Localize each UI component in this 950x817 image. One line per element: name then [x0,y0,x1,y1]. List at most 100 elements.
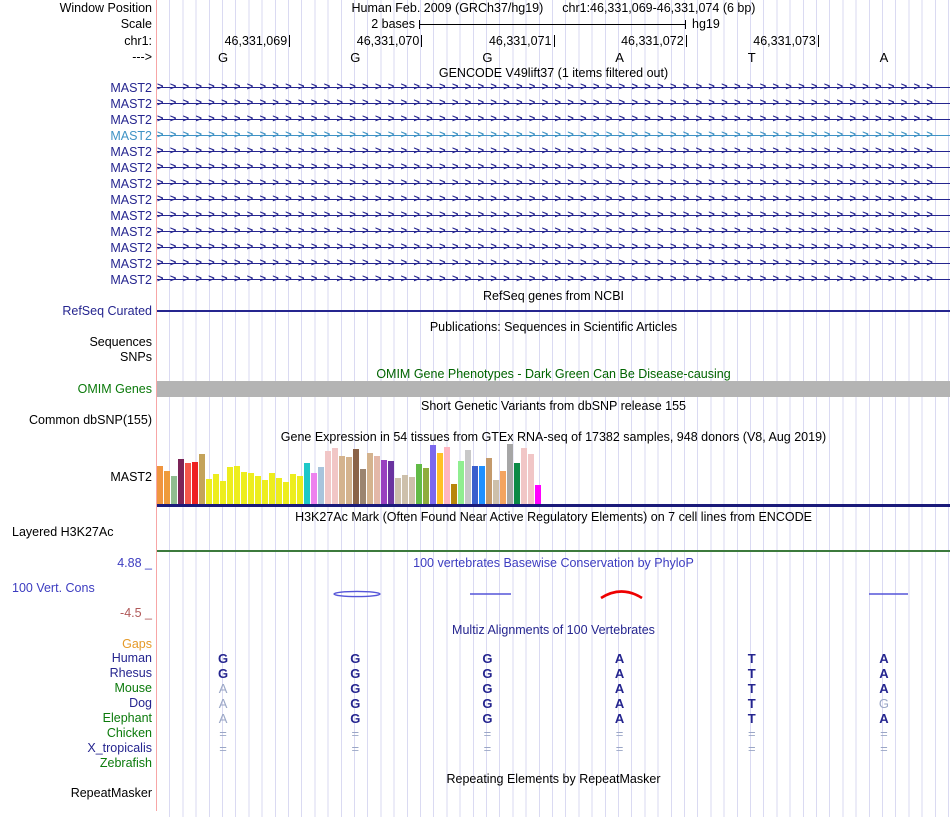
gtex-tissue-bar [500,471,506,504]
species-label[interactable]: Human [111,651,152,665]
gtex-tissue-bar [325,451,331,504]
gtex-track-title[interactable]: Gene Expression in 54 tissues from GTEx … [280,430,827,444]
species-row[interactable]: Human G G G A T A [0,651,950,666]
gtex-tissue-bar [388,461,394,504]
transcript-label[interactable]: MAST2 [110,257,152,271]
transcript-label[interactable]: MAST2 [110,241,152,255]
phylop-track-label[interactable]: 100 Vert. Cons [12,581,95,595]
multiz-track-title[interactable]: Multiz Alignments of 100 Vertebrates [452,623,655,637]
species-label[interactable]: Zebrafish [99,756,152,770]
h3k27ac-track-title[interactable]: H3K27Ac Mark (Often Found Near Active Re… [295,510,812,524]
species-row[interactable]: Chicken = = = = = = [0,726,950,741]
species-row[interactable]: Rhesus G G G A T A [0,666,950,681]
coordinate-label: 46,331,069 [224,34,288,48]
dbsnp-track-title[interactable]: Short Genetic Variants from dbSNP releas… [421,399,686,413]
transcript-intron-arrows[interactable]: >>>>>>>>>>>>>>>>>>>>>>>>>>>>>>>>>>>>>>>>… [157,192,950,208]
transcript-row[interactable]: MAST2 >>>>>>>>>>>>>>>>>>>>>>>>>>>>>>>>>>>… [0,160,950,176]
transcript-row[interactable]: MAST2 >>>>>>>>>>>>>>>>>>>>>>>>>>>>>>>>>>>… [0,256,950,272]
transcript-row[interactable]: MAST2 >>>>>>>>>>>>>>>>>>>>>>>>>>>>>>>>>>>… [0,176,950,192]
species-row[interactable]: Mouse A G G A T A [0,681,950,696]
transcript-row[interactable]: MAST2 >>>>>>>>>>>>>>>>>>>>>>>>>>>>>>>>>>>… [0,80,950,96]
transcript-row[interactable]: MAST2 >>>>>>>>>>>>>>>>>>>>>>>>>>>>>>>>>>>… [0,192,950,208]
refseq-track-title[interactable]: RefSeq genes from NCBI [482,289,625,303]
transcript-row[interactable]: MAST2 >>>>>>>>>>>>>>>>>>>>>>>>>>>>>>>>>>>… [0,224,950,240]
transcript-label[interactable]: MAST2 [110,161,152,175]
transcript-intron-arrows[interactable]: >>>>>>>>>>>>>>>>>>>>>>>>>>>>>>>>>>>>>>>>… [157,240,950,256]
layered-h3k27ac-label[interactable]: Layered H3K27Ac [12,525,114,539]
species-row[interactable]: Zebrafish [0,756,950,771]
omim-track-title[interactable]: OMIM Gene Phenotypes - Dark Green Can Be… [376,367,731,381]
aligned-base: G [218,666,229,681]
gtex-tissue-bar [374,456,380,504]
gencode-track-title[interactable]: GENCODE V49lift37 (1 items filtered out) [438,66,669,80]
transcript-row[interactable]: MAST2 >>>>>>>>>>>>>>>>>>>>>>>>>>>>>>>>>>>… [0,208,950,224]
species-row[interactable]: Dog A G G A T G [0,696,950,711]
gtex-tissue-bar [178,459,184,504]
transcript-label[interactable]: MAST2 [110,97,152,111]
transcript-intron-arrows[interactable]: >>>>>>>>>>>>>>>>>>>>>>>>>>>>>>>>>>>>>>>>… [157,256,950,272]
gtex-tissue-bar [206,479,212,504]
species-label[interactable]: Rhesus [109,666,152,680]
aligned-base: A [879,681,889,696]
transcript-intron-arrows[interactable]: >>>>>>>>>>>>>>>>>>>>>>>>>>>>>>>>>>>>>>>>… [157,272,950,288]
refseq-curated-item[interactable] [157,310,950,312]
transcript-label[interactable]: MAST2 [110,145,152,159]
gtex-tissue-bar [458,461,464,504]
phylop-track-title[interactable]: 100 vertebrates Basewise Conservation by… [413,556,694,570]
aligned-base: A [879,711,889,726]
sequences-label[interactable]: Sequences [89,335,152,349]
transcript-label[interactable]: MAST2 [110,113,152,127]
transcript-row[interactable]: MAST2 >>>>>>>>>>>>>>>>>>>>>>>>>>>>>>>>>>>… [0,240,950,256]
reference-base: G [482,50,493,65]
coordinate-tick [817,35,819,47]
gtex-tissue-bar [353,449,359,504]
gtex-tissue-bar [332,448,338,504]
transcript-row[interactable]: MAST2 >>>>>>>>>>>>>>>>>>>>>>>>>>>>>>>>>>>… [0,144,950,160]
transcript-intron-arrows[interactable]: >>>>>>>>>>>>>>>>>>>>>>>>>>>>>>>>>>>>>>>>… [157,208,950,224]
species-row[interactable]: X_tropicalis = = = = = = [0,741,950,756]
transcript-intron-arrows[interactable]: >>>>>>>>>>>>>>>>>>>>>>>>>>>>>>>>>>>>>>>>… [157,80,950,96]
gtex-tissue-bar [472,466,478,504]
omim-genes-label[interactable]: OMIM Genes [77,382,152,396]
gtex-tissue-bar [171,476,177,504]
gtex-expression-barchart[interactable] [157,443,542,504]
reference-base: A [879,50,889,65]
snps-label[interactable]: SNPs [120,350,152,364]
species-row[interactable]: Elephant A G G A T A [0,711,950,726]
transcript-label[interactable]: MAST2 [110,129,152,143]
gtex-gene-label[interactable]: MAST2 [110,470,152,484]
repeatmasker-track-title[interactable]: Repeating Elements by RepeatMasker [446,772,661,786]
transcript-label[interactable]: MAST2 [110,273,152,287]
gaps-label[interactable]: Gaps [122,637,152,651]
species-label[interactable]: Chicken [106,726,152,740]
transcript-row[interactable]: MAST2 >>>>>>>>>>>>>>>>>>>>>>>>>>>>>>>>>>>… [0,272,950,288]
transcript-intron-arrows[interactable]: >>>>>>>>>>>>>>>>>>>>>>>>>>>>>>>>>>>>>>>>… [157,224,950,240]
aligned-base: A [218,681,228,696]
transcript-intron-arrows[interactable]: >>>>>>>>>>>>>>>>>>>>>>>>>>>>>>>>>>>>>>>>… [157,160,950,176]
transcript-label[interactable]: MAST2 [110,209,152,223]
transcript-intron-arrows[interactable]: >>>>>>>>>>>>>>>>>>>>>>>>>>>>>>>>>>>>>>>>… [157,112,950,128]
species-label[interactable]: Dog [129,696,152,710]
species-label[interactable]: Elephant [102,711,152,725]
species-label[interactable]: Mouse [114,681,152,695]
refseq-curated-label[interactable]: RefSeq Curated [62,304,152,318]
gtex-tissue-bar [528,454,534,504]
transcript-row[interactable]: MAST2 >>>>>>>>>>>>>>>>>>>>>>>>>>>>>>>>>>>… [0,128,950,144]
common-dbsnp-label[interactable]: Common dbSNP(155) [29,413,152,427]
transcript-intron-arrows[interactable]: >>>>>>>>>>>>>>>>>>>>>>>>>>>>>>>>>>>>>>>>… [157,176,950,192]
transcript-label[interactable]: MAST2 [110,225,152,239]
transcript-label[interactable]: MAST2 [110,193,152,207]
transcript-intron-arrows[interactable]: >>>>>>>>>>>>>>>>>>>>>>>>>>>>>>>>>>>>>>>>… [157,144,950,160]
transcript-label[interactable]: MAST2 [110,81,152,95]
transcript-intron-arrows[interactable]: >>>>>>>>>>>>>>>>>>>>>>>>>>>>>>>>>>>>>>>>… [157,128,950,144]
omim-gene-bar[interactable] [157,381,950,397]
transcript-label[interactable]: MAST2 [110,177,152,191]
transcript-row[interactable]: MAST2 >>>>>>>>>>>>>>>>>>>>>>>>>>>>>>>>>>>… [0,112,950,128]
species-label[interactable]: X_tropicalis [87,741,152,755]
aligned-base: = [880,726,888,741]
transcript-row[interactable]: MAST2 >>>>>>>>>>>>>>>>>>>>>>>>>>>>>>>>>>>… [0,96,950,112]
gtex-tissue-bar [430,445,436,504]
repeatmasker-label[interactable]: RepeatMasker [70,786,152,800]
publications-track-title[interactable]: Publications: Sequences in Scientific Ar… [429,320,678,334]
transcript-intron-arrows[interactable]: >>>>>>>>>>>>>>>>>>>>>>>>>>>>>>>>>>>>>>>>… [157,96,950,112]
